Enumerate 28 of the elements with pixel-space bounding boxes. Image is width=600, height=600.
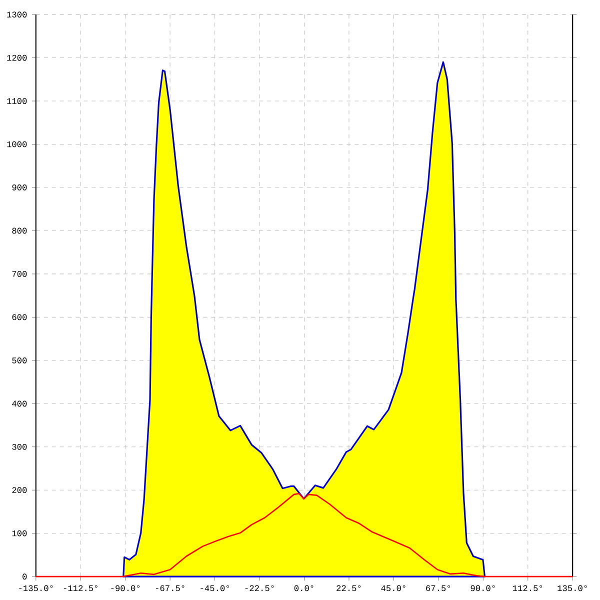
y-tick-label: 800: [12, 228, 27, 234]
y-tick-label: 500: [12, 357, 27, 364]
y-tick-label: 1300: [7, 12, 27, 18]
y-tick-label: 200: [12, 487, 27, 494]
x-tick-label: -135.0°: [19, 585, 53, 592]
y-tick-label: 300: [12, 444, 27, 450]
x-tick-label: 112.5°: [512, 585, 542, 592]
y-tick-label: 600: [12, 314, 27, 320]
y-tick-label: 1100: [7, 98, 27, 104]
x-tick-label: 135.0°: [558, 585, 587, 592]
y-tick-label: 0: [22, 574, 27, 580]
y-tick-label: 900: [12, 184, 27, 190]
x-tick-label: -90.0°: [111, 585, 140, 592]
y-tick-label: 1200: [7, 54, 27, 61]
y-tick-label: 100: [12, 530, 27, 536]
y-tick-label: 400: [12, 400, 27, 407]
line-series: [35, 492, 574, 578]
x-tick-label: -67.5°: [156, 585, 184, 592]
x-tick-label: 67.5°: [426, 585, 450, 592]
y-tick-label: 700: [12, 271, 27, 277]
x-tick-label: -112.5°: [64, 585, 98, 592]
x-tick-label: -22.5°: [245, 585, 274, 592]
x-tick-label: 0.0°: [294, 585, 314, 592]
x-tick-label: -45.0°: [200, 585, 229, 592]
x-tick-label: 45.0°: [381, 585, 406, 592]
x-tick-label: 90.0°: [470, 585, 495, 592]
y-tick-label: 1000: [7, 141, 27, 148]
x-tick-label: 22.5°: [336, 585, 361, 592]
